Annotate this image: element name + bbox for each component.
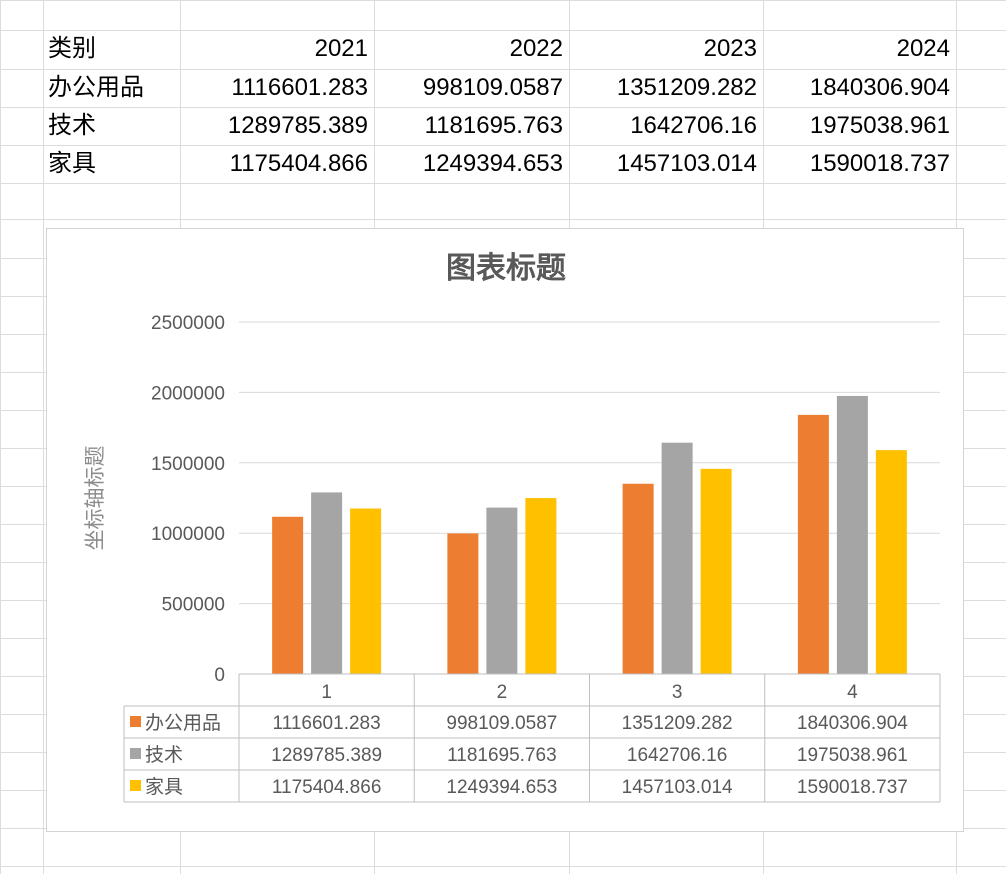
y-tick-label: 1500000 (151, 454, 225, 475)
header-cell-year[interactable]: 2022 (509, 35, 563, 62)
value-cell[interactable]: 1642706.16 (630, 112, 757, 139)
bar (311, 492, 343, 674)
value-cell[interactable]: 1249394.653 (422, 150, 563, 177)
chart-object[interactable]: 图表标题 0 500000 1000000 1500000 2000000 2500000 坐… (46, 228, 964, 832)
bar (622, 483, 654, 674)
row-label-cell[interactable]: 家具 (48, 150, 96, 177)
data-table-value: 1249394.653 (446, 777, 557, 798)
data-table-value: 1840306.904 (797, 713, 908, 734)
bar (486, 507, 518, 674)
data-table-value: 1116601.283 (273, 713, 381, 734)
value-cell[interactable]: 1975038.961 (809, 112, 950, 139)
y-tick-label: 2000000 (151, 383, 225, 404)
bar (447, 533, 479, 674)
value-cell[interactable]: 998109.0587 (422, 74, 563, 101)
value-cell[interactable]: 1289785.389 (227, 112, 368, 139)
data-table-value: 1289785.389 (271, 745, 382, 766)
y-tick-label: 2500000 (151, 313, 225, 334)
y-tick-label: 500000 (162, 595, 225, 616)
x-category-label: 2 (497, 682, 508, 703)
header-cell-year[interactable]: 2021 (314, 35, 368, 62)
legend-key (130, 748, 141, 759)
bar (797, 414, 829, 674)
data-table-value: 1590018.737 (797, 777, 908, 798)
header-cell-year[interactable]: 2024 (896, 35, 950, 62)
legend-series-name: 办公用品 (145, 712, 221, 734)
y-axis-title: 坐标轴标题 (83, 446, 107, 551)
bar (661, 442, 693, 674)
y-tick-label: 0 (214, 665, 225, 686)
data-table-value: 1175404.866 (272, 777, 382, 798)
value-cell[interactable]: 1351209.282 (616, 74, 757, 101)
row-label-cell[interactable]: 办公用品 (48, 74, 144, 101)
legend-key (130, 780, 141, 791)
legend-key (130, 716, 141, 727)
value-cell[interactable]: 1590018.737 (809, 150, 950, 177)
y-tick-label: 1000000 (151, 524, 225, 545)
x-category-label: 1 (321, 682, 332, 703)
bar (272, 516, 304, 674)
data-table-value: 998109.0587 (446, 713, 557, 734)
value-cell[interactable]: 1116601.283 (231, 74, 368, 101)
bar (525, 498, 557, 674)
header-cell-category[interactable]: 类别 (48, 35, 96, 62)
header-cell-year[interactable]: 2023 (703, 35, 757, 62)
x-category-label: 4 (847, 682, 858, 703)
bar (350, 508, 382, 674)
value-cell[interactable]: 1457103.014 (616, 150, 757, 177)
row-label-cell[interactable]: 技术 (48, 112, 96, 139)
bar (700, 468, 732, 674)
legend-series-name: 技术 (145, 744, 183, 766)
x-category-label: 3 (672, 682, 683, 703)
bar-chart: 图表标题 0 500000 1000000 1500000 2000000 2500000 坐… (83, 251, 941, 803)
bar (875, 450, 907, 674)
data-table-value: 1975038.961 (797, 745, 908, 766)
data-table-value: 1457103.014 (622, 777, 733, 798)
data-table-value: 1351209.282 (622, 713, 733, 734)
value-cell[interactable]: 1181695.763 (424, 112, 563, 139)
value-cell[interactable]: 1175404.866 (229, 150, 368, 177)
value-cell[interactable]: 1840306.904 (809, 74, 950, 101)
legend-series-name: 家具 (145, 776, 183, 798)
data-table-value: 1642706.16 (627, 745, 727, 766)
bar (836, 395, 868, 674)
data-table-value: 1181695.763 (447, 745, 557, 766)
chart-title: 图表标题 (446, 251, 566, 286)
